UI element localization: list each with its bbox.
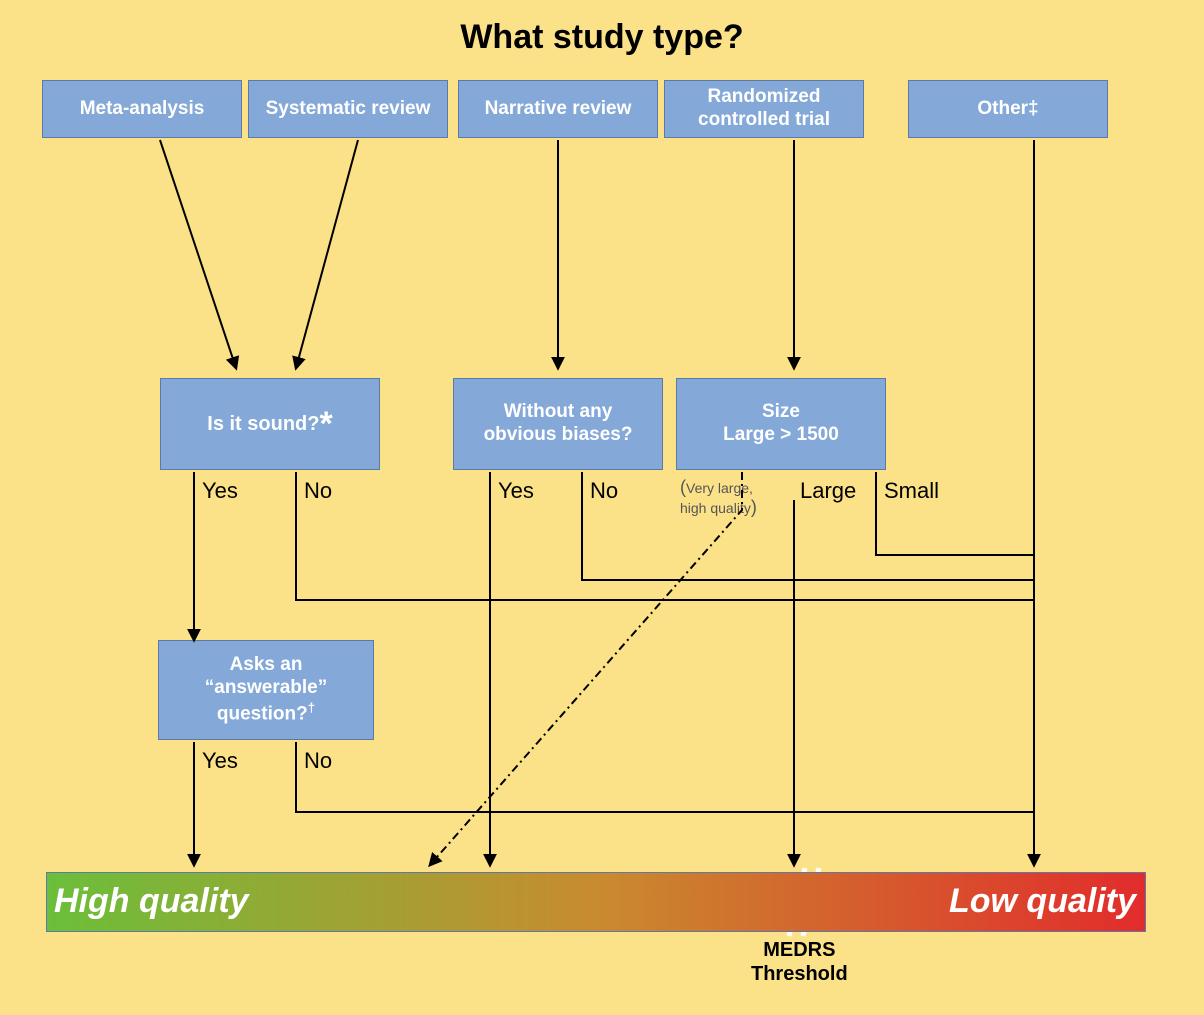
edge-label-ans_no: No <box>304 748 332 774</box>
edge-label-sound_no: No <box>304 478 332 504</box>
node-other: Other ‡ <box>908 80 1108 138</box>
edge-label-size_small: Small <box>884 478 939 504</box>
node-size: SizeLarge > 1500 <box>676 378 886 470</box>
node-narrative: Narrative review <box>458 80 658 138</box>
edge-label-bias_yes: Yes <box>498 478 534 504</box>
node-meta: Meta-analysis <box>42 80 242 138</box>
node-biases: Without anyobvious biases? <box>453 378 663 470</box>
bar-label-high: High quality <box>54 882 249 921</box>
edges-layer <box>0 0 1204 1015</box>
node-rct: Randomizedcontrolled trial <box>664 80 864 138</box>
edge-label-bias_no: No <box>590 478 618 504</box>
node-sysrev: Systematic review <box>248 80 448 138</box>
edge-label-size_vlarge: (Very large,high quality) <box>680 478 757 518</box>
node-sound: Is it sound? * <box>160 378 380 470</box>
edge-label-ans_yes: Yes <box>202 748 238 774</box>
edge-label-size_large: Large <box>800 478 856 504</box>
edge-label-sound_yes: Yes <box>202 478 238 504</box>
flowchart-canvas: What study type? Meta-analysisSystematic … <box>0 0 1204 1015</box>
bar-label-low: Low quality <box>949 882 1136 921</box>
page-title: What study type? <box>402 18 802 57</box>
node-answerable: Asks an“answerable”question?† <box>158 640 374 740</box>
threshold-label: MEDRSThreshold <box>751 938 848 986</box>
